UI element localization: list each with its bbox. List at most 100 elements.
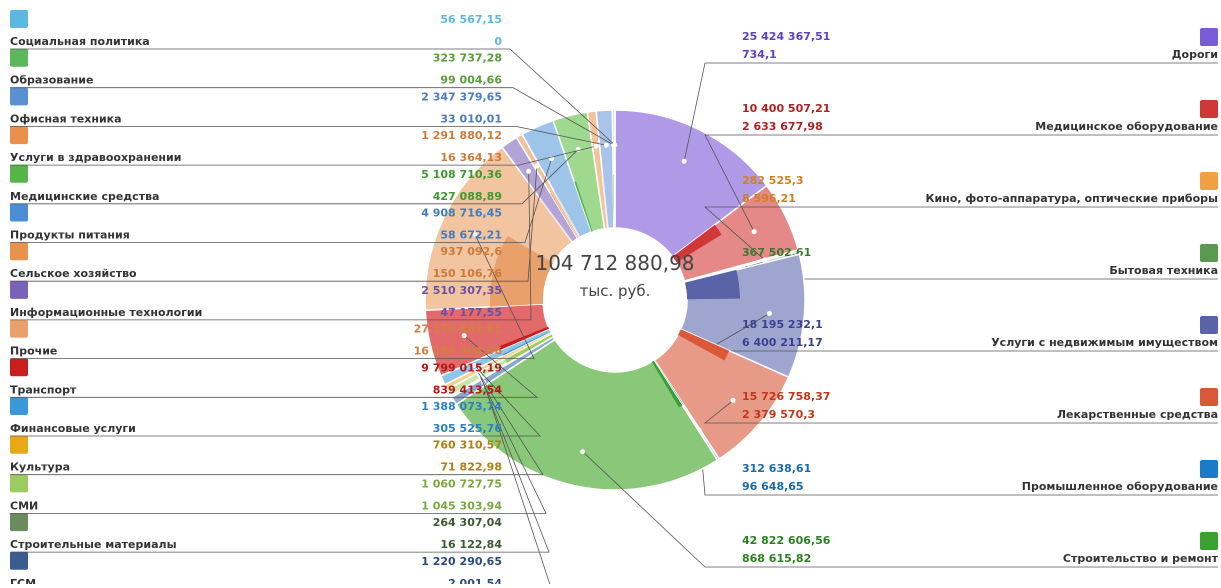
category-name: Услуги с недвижимым имуществом (991, 336, 1218, 349)
category-icon (1200, 388, 1218, 406)
leader-dot (604, 143, 609, 148)
category-icon (1200, 172, 1218, 190)
inner-value-label: 839 413,54 (433, 383, 503, 396)
value-label: 1 291 880,12 (421, 129, 502, 142)
leader-dot (594, 144, 599, 149)
category-name: Бытовая техника (1109, 264, 1218, 277)
inner-value-label: 2 633 677,98 (742, 120, 823, 133)
inner-value-label: 150 106,76 (433, 267, 503, 280)
inner-value-label: 1 045 303,94 (421, 499, 502, 512)
value-label: 4 908 716,45 (421, 207, 502, 220)
inner-value-label: 16 364,13 (440, 151, 502, 164)
category-icon (10, 474, 28, 492)
inner-value-label: 99 004,66 (440, 74, 502, 87)
category-icon (1200, 28, 1218, 46)
value-label: 27 170 463,81 (414, 323, 502, 336)
inner-value-label: 8 596,21 (742, 192, 796, 205)
leader-dot (682, 159, 687, 164)
value-label: 10 400 507,21 (742, 102, 830, 115)
value-label: 2 347 379,65 (421, 90, 502, 103)
value-label: 5 108 710,36 (421, 168, 502, 181)
category-name: Медицинские средства (10, 190, 159, 203)
category-name: Медицинское оборудование (1035, 120, 1218, 133)
inner-value-label: 734,1 (742, 48, 777, 61)
category-name: Финансовые услуги (10, 422, 136, 435)
value-label: 42 822 606,56 (742, 534, 831, 547)
category-icon (10, 49, 28, 67)
center-hole (543, 228, 687, 372)
category-icon (1200, 460, 1218, 478)
category-name: Транспорт (10, 383, 77, 396)
value-label: 9 799 015,19 (421, 361, 502, 374)
value-label: 2 510 307,35 (421, 284, 502, 297)
center-value: 104 712 880,98 (535, 251, 694, 275)
inner-value-label: 6 400 211,17 (742, 336, 823, 349)
leader-dot (580, 449, 585, 454)
leader-dot (752, 229, 757, 234)
value-label: 1 220 290,65 (421, 555, 502, 568)
value-label: 760 310,57 (433, 439, 502, 452)
inner-value-label: 96 648,65 (742, 480, 804, 493)
inner-value-label: 2 001,54 (448, 577, 502, 584)
value-label: 25 424 367,51 (742, 30, 830, 43)
inner-value-label: 71 822,98 (440, 461, 502, 474)
inner-value-label: 0 (494, 35, 502, 48)
category-icon (10, 320, 28, 338)
category-name: Строительство и ремонт (1063, 552, 1219, 565)
category-icon (10, 242, 28, 260)
leader-dot (731, 398, 736, 403)
inner-value-label: 305 525,76 (433, 422, 503, 435)
category-name: Лекарственные средства (1057, 408, 1218, 421)
category-name: Услуги в здравоохранении (10, 151, 181, 164)
inner-value-label: 427 088,89 (433, 190, 502, 203)
category-icon (10, 552, 28, 570)
category-icon (10, 397, 28, 415)
inner-value-label: 2 379 570,3 (742, 408, 815, 421)
category-name: Дороги (1172, 48, 1218, 61)
category-icon (1200, 244, 1218, 262)
category-name: Офисная техника (10, 112, 122, 125)
inner-value-label: 16 122,84 (440, 538, 502, 551)
category-name: Сельское хозяйство (10, 267, 137, 280)
leader-dot (526, 169, 531, 174)
leader-line (10, 49, 615, 145)
value-label: 312 638,61 (742, 462, 811, 475)
category-name: Продукты питания (10, 229, 130, 242)
value-label: 282 525,3 (742, 174, 804, 187)
value-label: 1 060 727,75 (421, 477, 502, 490)
category-icon (1200, 100, 1218, 118)
category-name: Социальная политика (10, 35, 150, 48)
value-label: 15 726 758,37 (742, 390, 830, 403)
category-name: Образование (10, 74, 93, 87)
category-name: Строительные материалы (10, 538, 177, 551)
category-name: Кино, фото-аппаратура, оптические прибор… (925, 192, 1218, 205)
value-label: 264 307,04 (433, 516, 503, 529)
category-icon (10, 513, 28, 531)
category-icon (10, 10, 28, 28)
inner-value-label: 16 283 804,56 (414, 345, 503, 358)
category-name: Культура (10, 461, 70, 474)
inner-value-label: 58 672,21 (440, 229, 502, 242)
value-label: 18 195 232,1 (742, 318, 823, 331)
leader-dot (612, 143, 617, 148)
value-label: 367 502,61 (742, 246, 811, 259)
category-icon (10, 204, 28, 222)
category-name: Информационные технологии (10, 306, 202, 319)
category-name: ГСМ (10, 577, 36, 584)
leader-dot (767, 311, 772, 316)
category-name: Прочие (10, 345, 57, 358)
category-icon (10, 358, 28, 376)
category-icon (10, 281, 28, 299)
value-label: 937 092,6 (440, 245, 502, 258)
category-icon (10, 436, 28, 454)
category-icon (1200, 532, 1218, 550)
inner-value-label: 47 177,55 (440, 306, 502, 319)
inner-value-label: 33 010,01 (440, 112, 502, 125)
category-icon (1200, 316, 1218, 334)
category-icon (10, 87, 28, 105)
value-label: 323 737,28 (433, 52, 502, 65)
value-label: 56 567,15 (440, 13, 502, 26)
category-name: Промышленное оборудование (1022, 480, 1218, 493)
category-icon (10, 165, 28, 183)
